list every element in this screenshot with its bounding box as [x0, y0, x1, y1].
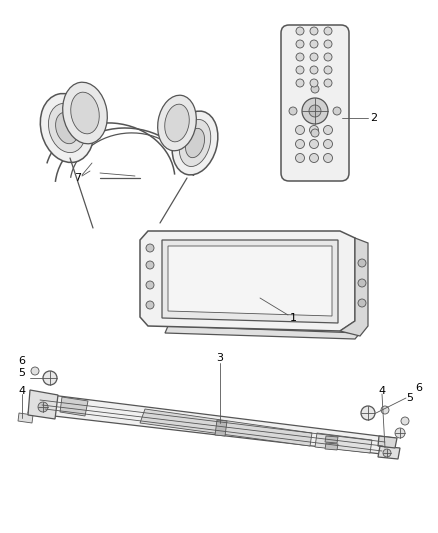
Circle shape [324, 53, 332, 61]
Polygon shape [60, 397, 88, 416]
Circle shape [311, 129, 319, 137]
Polygon shape [378, 436, 397, 448]
Circle shape [310, 27, 318, 35]
Circle shape [324, 125, 332, 134]
Polygon shape [165, 326, 360, 339]
Polygon shape [325, 443, 338, 450]
Circle shape [296, 79, 304, 87]
Circle shape [296, 53, 304, 61]
Circle shape [383, 449, 391, 457]
Polygon shape [28, 393, 395, 455]
Polygon shape [325, 436, 338, 443]
Circle shape [361, 406, 375, 420]
Circle shape [324, 27, 332, 35]
Circle shape [38, 402, 48, 412]
Polygon shape [18, 413, 33, 423]
Circle shape [310, 53, 318, 61]
Circle shape [146, 281, 154, 289]
Circle shape [43, 371, 57, 385]
Circle shape [381, 406, 389, 414]
Text: 3: 3 [216, 353, 223, 363]
Circle shape [31, 367, 39, 375]
Text: 1: 1 [290, 313, 297, 323]
Circle shape [395, 428, 405, 438]
Circle shape [296, 66, 304, 74]
Circle shape [324, 40, 332, 48]
Ellipse shape [165, 104, 189, 142]
Circle shape [296, 154, 304, 163]
Circle shape [296, 40, 304, 48]
Circle shape [324, 154, 332, 163]
Ellipse shape [158, 95, 196, 151]
Ellipse shape [179, 119, 211, 166]
Circle shape [310, 79, 318, 87]
Circle shape [333, 107, 341, 115]
Polygon shape [140, 409, 312, 446]
Ellipse shape [71, 92, 99, 134]
Circle shape [401, 417, 409, 425]
Text: 6: 6 [18, 356, 25, 366]
Text: 7: 7 [74, 173, 81, 183]
Circle shape [310, 154, 318, 163]
Circle shape [358, 279, 366, 287]
Text: 5: 5 [18, 368, 25, 378]
Text: 2: 2 [370, 113, 377, 123]
Ellipse shape [63, 82, 107, 144]
Circle shape [358, 299, 366, 307]
Circle shape [146, 261, 154, 269]
Circle shape [296, 27, 304, 35]
Ellipse shape [49, 103, 85, 152]
Circle shape [324, 79, 332, 87]
Polygon shape [215, 420, 227, 436]
Circle shape [358, 259, 366, 267]
Ellipse shape [172, 111, 218, 175]
Ellipse shape [185, 128, 205, 158]
Text: 4: 4 [378, 386, 385, 396]
Circle shape [146, 301, 154, 309]
Text: 5: 5 [406, 393, 413, 403]
FancyBboxPatch shape [281, 25, 349, 181]
Circle shape [146, 244, 154, 252]
Circle shape [296, 125, 304, 134]
Circle shape [309, 105, 321, 117]
Polygon shape [340, 238, 368, 336]
Circle shape [324, 66, 332, 74]
Polygon shape [140, 231, 355, 331]
Text: 4: 4 [18, 386, 25, 396]
Circle shape [310, 66, 318, 74]
Polygon shape [28, 390, 58, 419]
Circle shape [296, 140, 304, 149]
Circle shape [310, 125, 318, 134]
Text: 6: 6 [415, 383, 422, 393]
Polygon shape [162, 240, 338, 323]
Polygon shape [168, 246, 332, 316]
Circle shape [302, 98, 328, 124]
Circle shape [324, 140, 332, 149]
Circle shape [289, 107, 297, 115]
Circle shape [310, 140, 318, 149]
Circle shape [310, 40, 318, 48]
Polygon shape [378, 446, 400, 459]
Circle shape [311, 85, 319, 93]
Ellipse shape [56, 112, 78, 144]
Polygon shape [315, 433, 372, 453]
Ellipse shape [40, 93, 94, 163]
